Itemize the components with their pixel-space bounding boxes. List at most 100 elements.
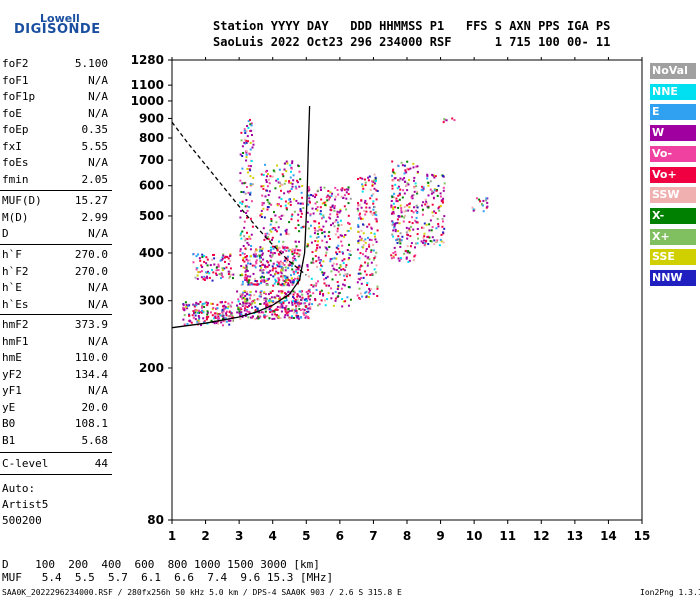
echo-point [375, 264, 378, 267]
echo-point [416, 233, 419, 236]
echo-point [299, 202, 302, 205]
echo-point [293, 251, 296, 254]
echo-point [366, 284, 368, 286]
echo-point [217, 315, 220, 318]
echo-point [403, 172, 406, 175]
echo-point [236, 311, 239, 314]
echo-point [409, 167, 412, 170]
echo-point [340, 224, 343, 226]
echo-point [372, 243, 374, 246]
echo-point [283, 307, 286, 309]
echo-point [262, 174, 265, 176]
echo-point [303, 298, 306, 301]
echo-point [271, 290, 274, 292]
echo-point [434, 212, 437, 214]
echo-point [316, 244, 319, 247]
echo-point [427, 243, 430, 245]
echo-point [320, 289, 323, 292]
echo-point [277, 283, 280, 286]
echo-point [343, 279, 346, 281]
echo-point [406, 182, 409, 185]
echo-point [262, 202, 265, 205]
echo-point [421, 185, 424, 188]
echo-point [438, 205, 441, 208]
echo-point [305, 299, 308, 302]
echo-point [292, 300, 294, 303]
echo-point [326, 199, 329, 202]
echo-point [298, 308, 301, 310]
echo-point [305, 315, 308, 318]
echo-point [372, 249, 375, 252]
echo-point [402, 189, 405, 192]
echo-point [266, 265, 269, 268]
echo-point [237, 308, 240, 311]
echo-point [337, 292, 340, 295]
param-name: foF2 [2, 57, 29, 70]
echo-point [278, 278, 281, 281]
echo-point [336, 210, 339, 213]
echo-point [241, 303, 244, 306]
echo-point [249, 303, 252, 306]
echo-point [482, 210, 485, 213]
echo-point [286, 278, 289, 280]
echo-point [288, 309, 291, 312]
x-tick-label: 4 [269, 529, 277, 543]
separator-line [0, 190, 112, 191]
echo-point [359, 252, 362, 255]
echo-point [405, 171, 408, 174]
echo-point [283, 283, 286, 286]
echo-point [243, 300, 246, 303]
echo-point [440, 233, 443, 236]
echo-point [211, 308, 214, 311]
echo-point [245, 159, 248, 162]
echo-point [416, 212, 419, 214]
echo-point [422, 186, 425, 189]
echo-point [432, 191, 435, 194]
echo-point [228, 277, 231, 280]
echo-point [361, 265, 364, 267]
echo-point [287, 283, 289, 286]
auto-label: Auto: [2, 482, 36, 495]
param-value: 5.100 [74, 57, 108, 70]
echo-point [375, 189, 378, 192]
echo-point [315, 289, 318, 291]
echo-point [265, 181, 268, 183]
echo-point [376, 190, 379, 192]
echo-point [287, 267, 290, 270]
echo-point [252, 176, 255, 179]
echo-point [328, 216, 330, 219]
echo-point [301, 296, 304, 299]
echo-point [243, 226, 246, 229]
echo-point [268, 233, 270, 236]
echo-point [287, 249, 290, 252]
param-name: h`Es [2, 297, 29, 311]
echo-point [236, 304, 239, 307]
echo-point [271, 269, 274, 272]
echo-point [254, 250, 257, 253]
echo-point [250, 160, 253, 162]
echo-point [394, 250, 397, 253]
echo-point [319, 268, 322, 271]
echo-point [274, 214, 277, 217]
echo-point [302, 202, 304, 205]
echo-point [442, 220, 444, 223]
echo-point [241, 273, 244, 276]
param-value: 134.4 [74, 367, 108, 381]
echo-point [338, 211, 341, 214]
echo-point [370, 227, 373, 230]
echo-point [359, 235, 362, 238]
echo-point [359, 292, 362, 295]
echo-point [339, 264, 342, 266]
echo-point [213, 317, 215, 320]
echo-point [341, 298, 344, 300]
echo-point [203, 260, 206, 263]
echo-point [265, 298, 268, 301]
echo-point [283, 275, 286, 278]
echo-point [334, 186, 337, 189]
echo-point [221, 275, 224, 278]
echo-point [222, 317, 224, 320]
echo-point [390, 200, 393, 202]
echo-point [342, 283, 345, 286]
echo-point [278, 246, 280, 249]
echo-point [391, 221, 394, 224]
